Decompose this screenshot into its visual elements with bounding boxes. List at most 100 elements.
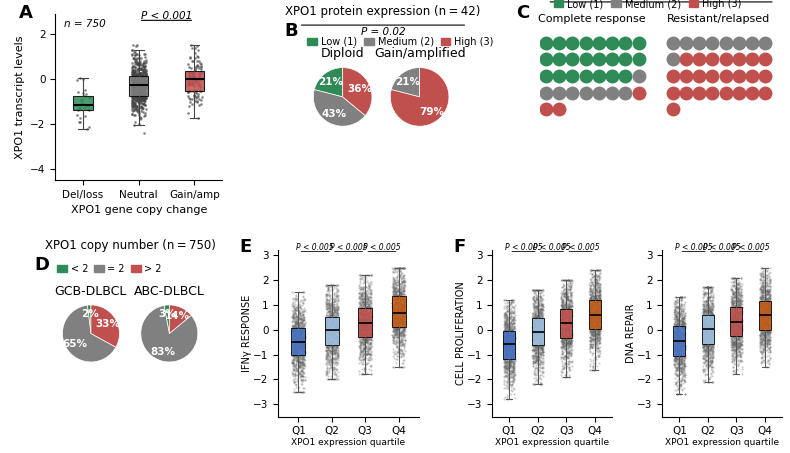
Point xyxy=(589,313,601,320)
Point xyxy=(592,284,604,291)
Point xyxy=(387,326,400,333)
Point xyxy=(532,327,545,334)
Point xyxy=(563,335,576,342)
Point xyxy=(675,349,688,356)
Point xyxy=(535,300,547,308)
Point xyxy=(730,307,743,314)
Point xyxy=(299,349,311,357)
Point xyxy=(735,345,748,352)
Point xyxy=(360,311,373,318)
Point xyxy=(676,336,689,343)
Point xyxy=(760,319,773,326)
Point xyxy=(677,333,690,340)
Point xyxy=(503,314,516,321)
Point xyxy=(356,329,369,337)
Point xyxy=(557,307,570,314)
Point xyxy=(728,312,740,319)
Point xyxy=(532,322,544,329)
Point xyxy=(561,293,574,300)
Point xyxy=(729,313,742,320)
Point xyxy=(562,332,574,339)
Point xyxy=(764,299,777,306)
Point xyxy=(728,304,740,312)
Point xyxy=(726,291,739,298)
Point xyxy=(329,330,341,337)
Point xyxy=(329,319,341,326)
Point xyxy=(558,336,570,343)
Point xyxy=(758,332,771,339)
Point xyxy=(564,341,577,348)
Point xyxy=(126,79,139,87)
Point xyxy=(762,348,774,356)
Point xyxy=(697,326,709,333)
Point xyxy=(675,338,688,345)
Point xyxy=(502,350,514,357)
Point xyxy=(754,294,766,301)
Point xyxy=(698,347,710,354)
Point xyxy=(362,309,374,316)
Point xyxy=(502,366,515,374)
Point xyxy=(363,315,375,322)
Point xyxy=(727,302,739,309)
Point xyxy=(320,338,333,346)
Point xyxy=(190,98,203,105)
Point xyxy=(532,352,544,360)
Point xyxy=(361,330,374,337)
Point xyxy=(528,328,540,335)
Point xyxy=(762,320,774,328)
Point xyxy=(321,336,333,343)
Point xyxy=(668,305,681,312)
Point xyxy=(295,321,308,328)
Point xyxy=(298,352,310,360)
Point xyxy=(585,324,598,331)
Point xyxy=(498,362,511,369)
Point xyxy=(387,352,400,359)
Point xyxy=(589,311,601,318)
Point xyxy=(672,314,685,321)
Point xyxy=(672,317,685,324)
Point xyxy=(288,331,301,338)
Point xyxy=(733,358,746,365)
Point xyxy=(499,351,512,358)
Point xyxy=(560,345,573,352)
Point xyxy=(585,329,598,337)
Point xyxy=(583,311,596,318)
Point xyxy=(701,346,713,353)
Point xyxy=(506,330,519,337)
Point xyxy=(698,339,711,346)
Point xyxy=(391,305,404,313)
Point xyxy=(397,329,409,336)
Point xyxy=(672,364,685,371)
Point xyxy=(529,332,541,339)
Point xyxy=(565,302,577,309)
Point xyxy=(537,364,550,371)
Point xyxy=(362,326,374,333)
Point xyxy=(388,286,401,294)
Point xyxy=(559,311,572,318)
Point xyxy=(363,308,376,315)
Point xyxy=(396,324,408,331)
Point xyxy=(675,333,688,340)
Point xyxy=(286,345,299,352)
Point xyxy=(754,339,767,347)
Point xyxy=(325,308,337,315)
Point xyxy=(534,316,547,323)
Point xyxy=(678,356,690,363)
Point xyxy=(353,277,366,284)
Point xyxy=(506,338,518,346)
Point xyxy=(329,308,341,315)
Point xyxy=(534,328,547,335)
Point xyxy=(673,344,686,351)
Point xyxy=(755,347,768,355)
Point xyxy=(397,304,409,311)
Point xyxy=(126,52,138,59)
Point xyxy=(286,359,299,366)
Point xyxy=(557,281,570,288)
Point xyxy=(291,367,303,375)
Point xyxy=(590,286,603,294)
Point xyxy=(506,323,518,330)
Point xyxy=(288,334,301,341)
Point xyxy=(703,316,716,323)
Point xyxy=(395,284,408,291)
Point xyxy=(592,285,605,293)
